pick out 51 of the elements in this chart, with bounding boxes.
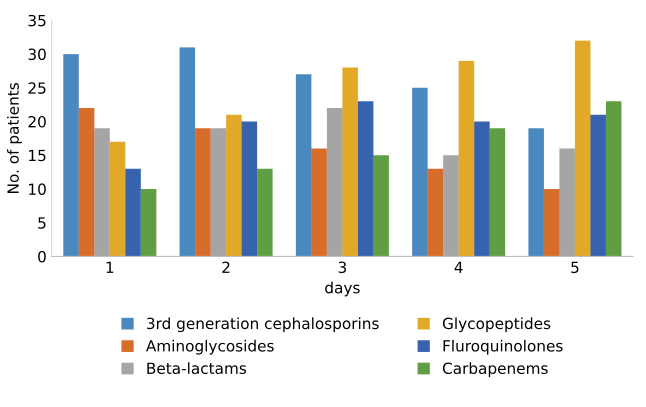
x-tick-label: 3	[338, 262, 346, 274]
y-axis-title: No. of patients	[7, 83, 22, 193]
bar	[226, 114, 242, 256]
y-tick-label: 20	[28, 116, 46, 128]
bar	[326, 108, 342, 256]
bar	[296, 74, 312, 256]
legend-label: Fluroquinolones	[444, 340, 563, 355]
bar	[311, 148, 327, 256]
x-tick-label: 1	[106, 262, 114, 273]
legend-label: Beta-lactams	[147, 362, 246, 374]
y-tick-label: 25	[28, 82, 46, 94]
bar	[242, 122, 258, 256]
bar	[574, 40, 590, 256]
bar	[195, 128, 211, 256]
y-tick-label: 15	[29, 150, 46, 162]
x-tick-label: 4	[454, 262, 463, 273]
bar	[559, 148, 575, 256]
bar	[257, 168, 273, 256]
bar	[490, 128, 506, 256]
bar	[94, 128, 110, 256]
y-tick-label: 0	[38, 250, 46, 262]
bar	[125, 168, 141, 256]
y-tick-label: 10	[29, 183, 46, 195]
bar	[458, 60, 474, 256]
bar	[590, 114, 606, 256]
bar	[78, 108, 94, 256]
bar	[606, 101, 622, 256]
y-tick-label: 5	[38, 217, 46, 229]
legend-label: 3rd generation cephalosporins	[147, 317, 379, 332]
bar	[428, 168, 444, 256]
legend-label: Carbapenems	[442, 362, 548, 378]
bar	[140, 188, 156, 256]
bar	[412, 88, 428, 256]
bar	[180, 47, 196, 256]
y-tick-label: 35	[28, 14, 46, 26]
x-axis-title: days	[325, 282, 360, 296]
bar	[210, 128, 226, 256]
bar	[373, 155, 389, 256]
x-tick-label: 5	[571, 262, 578, 274]
bar	[63, 54, 79, 256]
x-tick-label: 2	[222, 262, 230, 273]
bar	[528, 128, 544, 256]
bar	[342, 68, 358, 256]
bar	[110, 142, 126, 256]
bar	[358, 101, 374, 256]
bar	[443, 155, 459, 256]
bar	[544, 188, 560, 256]
legend-label: Glycopeptides	[442, 317, 550, 332]
y-tick-label: 30	[28, 48, 46, 60]
legend-label: Aminoglycosides	[146, 340, 274, 355]
bar	[474, 122, 490, 256]
